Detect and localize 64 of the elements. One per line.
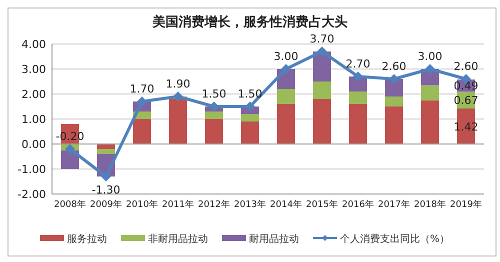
text: 4.00 xyxy=(22,38,46,51)
text: 1.00 xyxy=(22,113,46,126)
x-tick-label: 2012年 xyxy=(198,199,230,210)
bar xyxy=(97,149,115,154)
x-tick-label: 2018年 xyxy=(414,199,446,210)
data-label: 3.70 xyxy=(310,32,334,46)
point xyxy=(425,64,435,74)
bar xyxy=(241,122,259,144)
point xyxy=(281,64,291,74)
bar xyxy=(421,100,439,144)
x-tick-label: 2015年 xyxy=(306,199,338,210)
point xyxy=(65,144,75,154)
data-label: -1.30 xyxy=(92,184,120,196)
bar xyxy=(385,106,403,144)
bar xyxy=(277,89,295,104)
legend-label: 耐用品拉动 xyxy=(249,233,299,245)
legend-label: 非耐用品拉动 xyxy=(148,233,208,245)
point xyxy=(173,92,183,102)
point xyxy=(389,74,399,84)
x-tick-label: 2008年 xyxy=(54,199,86,210)
bar xyxy=(205,112,223,119)
text: 2.00 xyxy=(22,88,46,101)
point xyxy=(101,172,111,182)
point xyxy=(353,72,363,82)
x-tick-label: 2009年 xyxy=(90,199,122,210)
point xyxy=(245,102,255,112)
bar xyxy=(313,82,331,99)
x-tick-label: 2017年 xyxy=(378,199,410,210)
text: -1.00 xyxy=(18,163,46,176)
x-tick-label: 2010年 xyxy=(126,199,158,210)
legend-label: 个人消费支出同比（%） xyxy=(340,233,450,245)
x-tick-label: 2013年 xyxy=(234,199,266,210)
data-label: 2.70 xyxy=(346,58,370,70)
x-tick-label: 2014年 xyxy=(270,199,302,210)
bar xyxy=(97,144,115,149)
bar xyxy=(241,114,259,122)
bar xyxy=(277,104,295,144)
data-label: 2.60 xyxy=(382,60,406,73)
data-label: 1.70 xyxy=(130,82,154,96)
x-tick-label: 2019年 xyxy=(450,199,482,210)
bar xyxy=(349,92,367,104)
text: 0.00 xyxy=(22,138,46,151)
bar xyxy=(421,85,439,100)
x-tick-label: 2016年 xyxy=(342,199,374,210)
data-label: 1.90 xyxy=(166,78,190,90)
text: 3.00 xyxy=(22,63,46,76)
data-label: 3.00 xyxy=(418,50,442,63)
data-label: 2.60 xyxy=(454,60,478,73)
point xyxy=(209,102,219,112)
point xyxy=(317,46,327,56)
x-tick-label: 2011年 xyxy=(162,199,194,210)
bar xyxy=(313,99,331,144)
bar xyxy=(385,79,403,96)
bar xyxy=(205,119,223,144)
data-label: 1.50 xyxy=(202,88,226,100)
bar xyxy=(349,104,367,144)
text: -2.00 xyxy=(18,188,46,201)
bar xyxy=(133,119,151,144)
chart-title: 美国消费增长，服务性消费占大头 xyxy=(152,14,348,30)
data-label: 3.00 xyxy=(274,50,298,63)
legend-label: 服务拉动 xyxy=(67,233,107,245)
data-label: 1.50 xyxy=(238,88,262,100)
point xyxy=(137,96,147,106)
bar xyxy=(385,96,403,106)
